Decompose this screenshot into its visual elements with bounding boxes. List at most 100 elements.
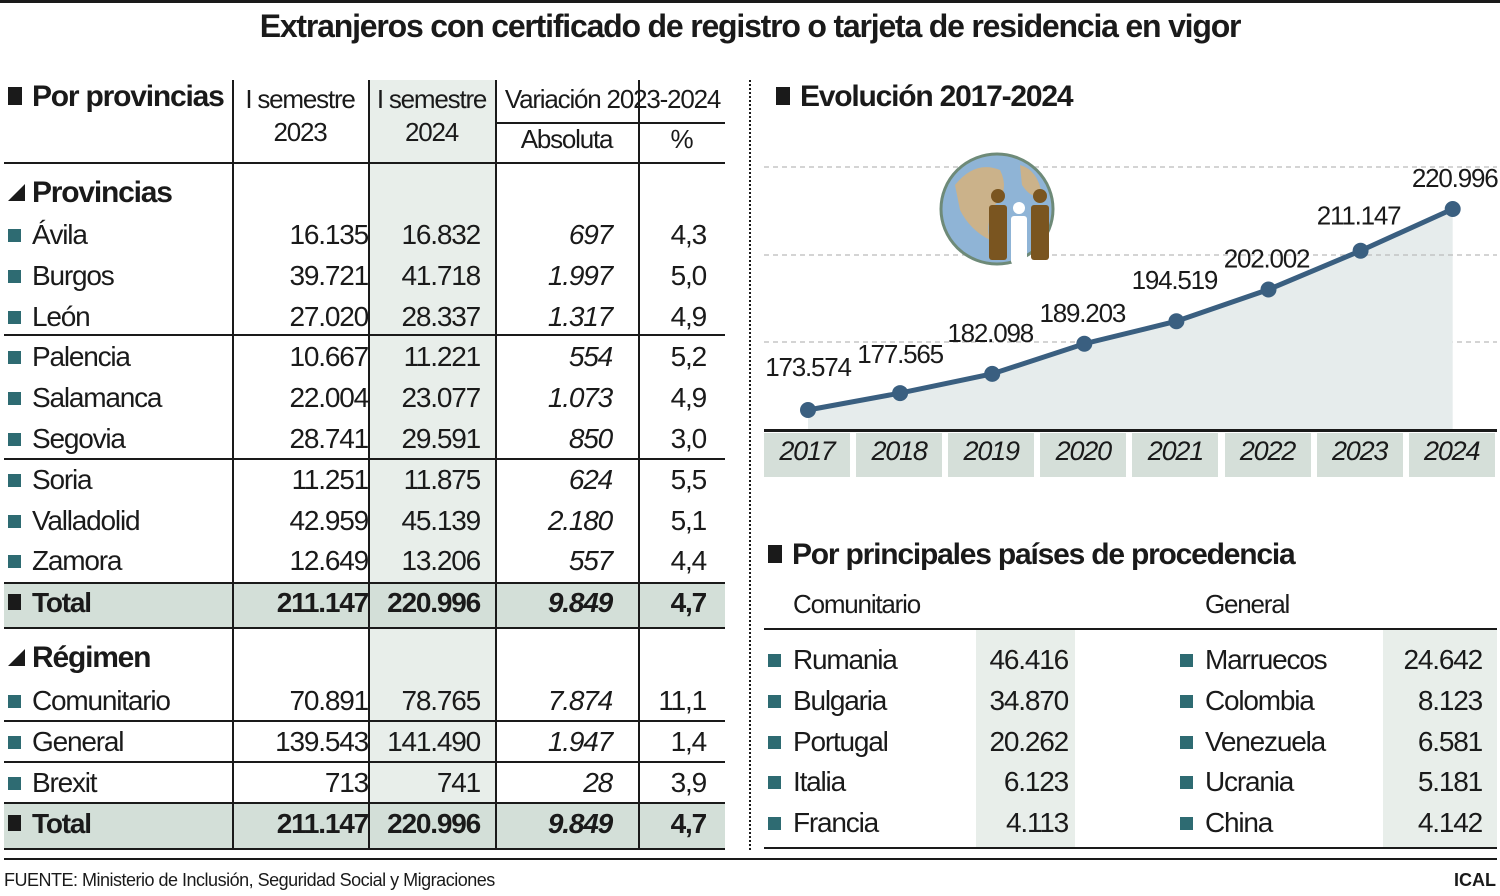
table-row-label: Ávila: [32, 219, 88, 250]
col-2023-l1: I semestre: [245, 84, 356, 114]
data-label: 211.147: [1317, 201, 1401, 231]
year-tile: [1132, 433, 1219, 477]
country-value: 46.416: [989, 644, 1070, 675]
table-heading: Por provincias: [32, 80, 225, 113]
data-point: [1168, 313, 1185, 330]
country-name: Venezuela: [1205, 725, 1326, 757]
heading-square-icon: [768, 545, 782, 563]
country-value: 5.181: [1417, 766, 1483, 798]
table-row-value: 1.997: [547, 259, 613, 291]
country-name: Francia: [793, 807, 879, 839]
data-label: 194.519: [1132, 265, 1218, 295]
table-row-value: 139.543: [275, 725, 369, 757]
data-point: [1444, 201, 1461, 217]
area-fill: [808, 209, 1453, 430]
total-row-value: 4,7: [670, 808, 708, 839]
table-row-value: 16.832: [401, 219, 482, 250]
table-row-value: 5,0: [670, 259, 708, 291]
table-row-value: 11.221: [403, 341, 482, 373]
data-label: 173.574: [765, 352, 851, 382]
data-label: 189.203: [1040, 298, 1126, 328]
year-tile: [764, 433, 850, 477]
table-row-value: 741: [436, 766, 481, 798]
general-label: General: [1205, 589, 1290, 619]
square-icon: [1180, 817, 1193, 831]
square-icon: [1180, 776, 1193, 790]
square-icon: [768, 817, 781, 831]
table-row-value: 10.667: [289, 341, 370, 373]
country-value: 20.262: [989, 725, 1070, 757]
country-value: 34.870: [989, 684, 1070, 716]
square-icon: [8, 310, 21, 324]
total-row-value: 4,7: [670, 587, 708, 618]
row-divider: [4, 802, 725, 804]
total-row-bg: [4, 582, 725, 627]
total-row-value: 9.849: [547, 587, 613, 618]
table-row-value: 11.875: [403, 463, 482, 495]
comunitario-label: Comunitario: [793, 589, 921, 619]
square-icon: [1180, 694, 1193, 708]
value-col-bg: [1383, 630, 1497, 848]
table-row-value: 41.718: [401, 259, 482, 291]
table-row-value: 29.591: [401, 423, 482, 454]
total-row-label: Total: [32, 587, 92, 618]
country-name: Ucrania: [1205, 766, 1294, 798]
year-tile: [1040, 433, 1127, 477]
data-label: 202.002: [1224, 244, 1310, 274]
table-row-value: 1,4: [670, 725, 708, 757]
col-divider: [495, 80, 497, 848]
square-icon: [768, 654, 781, 667]
heading-square-icon: [8, 87, 22, 105]
square-icon: [8, 229, 21, 242]
table-row-value: 1.073: [547, 382, 613, 414]
year-label: 2023: [1331, 436, 1388, 466]
table-row-label: Salamanca: [32, 382, 162, 414]
year-tile: [1316, 433, 1403, 477]
col-2024-l2: 2024: [404, 117, 459, 147]
table-row-value: 624: [568, 463, 613, 495]
row-divider: [4, 627, 725, 629]
col-2023-l2: 2023: [273, 117, 327, 147]
year-tile: [948, 433, 1035, 477]
table-row-value: 11.251: [291, 463, 370, 495]
data-point: [892, 385, 909, 402]
page-title: Extranjeros con certificado de registro …: [259, 8, 1242, 44]
table-row-value: 13.206: [401, 545, 482, 577]
table-row-value: 16.135: [289, 219, 370, 250]
total-row-value: 9.849: [547, 808, 613, 839]
country-value: 6.581: [1417, 725, 1483, 757]
table-row-value: 3,9: [670, 766, 708, 798]
year-tile: [1224, 433, 1311, 477]
data-label: 220.996: [1412, 163, 1498, 193]
table-row-value: 2.180: [547, 504, 613, 536]
table-row-label: Valladolid: [32, 504, 141, 536]
table-row-label: Brexit: [32, 766, 98, 798]
table-row-label: Soria: [32, 463, 93, 495]
square-icon: [768, 694, 781, 708]
country-value: 4.113: [1006, 807, 1069, 839]
year-tile: [1408, 433, 1495, 477]
table-row-value: 39.721: [289, 259, 370, 291]
brand-logo: ICAL: [1454, 870, 1496, 890]
square-icon: [8, 776, 21, 790]
total-row-value: 220.996: [387, 587, 481, 618]
country-value: 4.142: [1417, 807, 1483, 839]
country-name: Rumania: [793, 644, 898, 675]
table-row-value: 4,9: [670, 300, 708, 332]
table-row-value: 28.337: [401, 300, 482, 332]
square-icon: [8, 695, 21, 708]
square-icon: [8, 351, 21, 365]
table-row-label: Burgos: [32, 259, 115, 291]
table-row-value: 5,5: [670, 463, 708, 495]
table-row-value: 554: [568, 341, 613, 373]
table-row-value: 78.765: [401, 685, 482, 716]
col-2024-l1: I semestre: [376, 84, 488, 114]
square-icon: [768, 735, 781, 749]
table-row-value: 141.490: [387, 725, 481, 757]
col-percent: %: [670, 124, 694, 154]
table-row-value: 12.649: [289, 545, 370, 577]
square-icon: [8, 392, 21, 406]
table-row-value: 697: [568, 219, 613, 250]
country-value: 24.642: [1403, 644, 1484, 675]
year-label: 2017: [779, 436, 835, 466]
